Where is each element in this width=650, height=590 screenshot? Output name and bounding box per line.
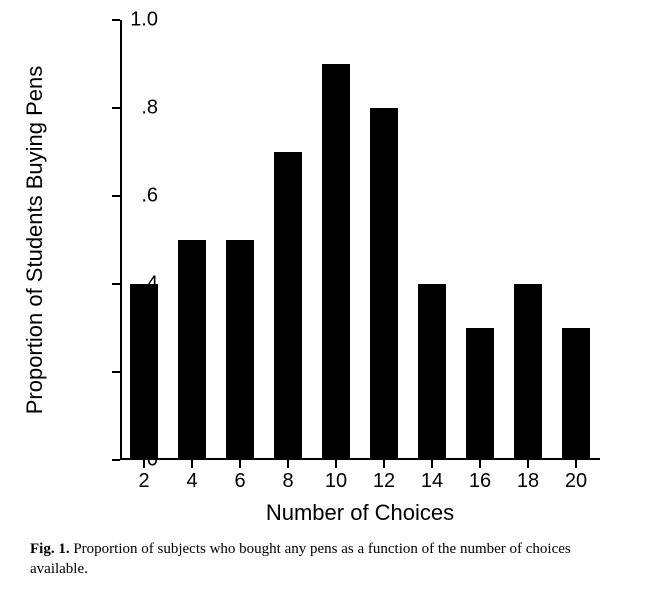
y-tick-label: .6	[141, 185, 158, 208]
x-tick	[575, 460, 577, 468]
x-axis-label: Number of Choices	[266, 500, 454, 526]
bar	[178, 240, 207, 460]
x-tick	[527, 460, 529, 468]
y-tick-label: 1.0	[130, 9, 158, 32]
bar	[322, 64, 351, 460]
x-tick	[191, 460, 193, 468]
x-tick-label: 16	[469, 470, 491, 493]
x-tick	[431, 460, 433, 468]
x-tick-label: 8	[282, 470, 293, 493]
x-tick-label: 20	[565, 470, 587, 493]
bar	[466, 328, 495, 460]
y-tick	[112, 195, 120, 197]
y-tick	[112, 107, 120, 109]
x-tick-label: 12	[373, 470, 395, 493]
y-tick-label: .2	[141, 361, 158, 384]
x-tick-label: 4	[186, 470, 197, 493]
y-tick	[112, 19, 120, 21]
x-tick-label: 6	[234, 470, 245, 493]
x-tick-label: 2	[138, 470, 149, 493]
y-tick-label: 0	[147, 449, 158, 472]
x-tick	[143, 460, 145, 468]
y-tick-label: .8	[141, 97, 158, 120]
y-tick	[112, 283, 120, 285]
caption-label: Fig. 1.	[30, 541, 70, 557]
bar	[370, 108, 399, 460]
x-tick-label: 18	[517, 470, 539, 493]
bar	[226, 240, 255, 460]
figure-caption: Fig. 1. Proportion of subjects who bough…	[30, 540, 620, 579]
x-tick	[239, 460, 241, 468]
bar	[514, 284, 543, 460]
x-tick	[383, 460, 385, 468]
x-tick	[479, 460, 481, 468]
y-tick-label: .4	[141, 273, 158, 296]
y-axis-label: Proportion of Students Buying Pens	[22, 66, 48, 415]
y-tick	[112, 371, 120, 373]
y-axis-line	[120, 20, 122, 460]
x-tick-label: 14	[421, 470, 443, 493]
bar	[418, 284, 447, 460]
x-tick	[335, 460, 337, 468]
figure-container: Proportion of Students Buying Pens 24681…	[0, 0, 650, 590]
y-tick	[112, 459, 120, 461]
bar	[562, 328, 591, 460]
bar	[274, 152, 303, 460]
x-tick	[287, 460, 289, 468]
x-tick-label: 10	[325, 470, 347, 493]
caption-text: Proportion of subjects who bought any pe…	[30, 541, 571, 577]
plot-area: 2468101214161820	[120, 20, 600, 460]
